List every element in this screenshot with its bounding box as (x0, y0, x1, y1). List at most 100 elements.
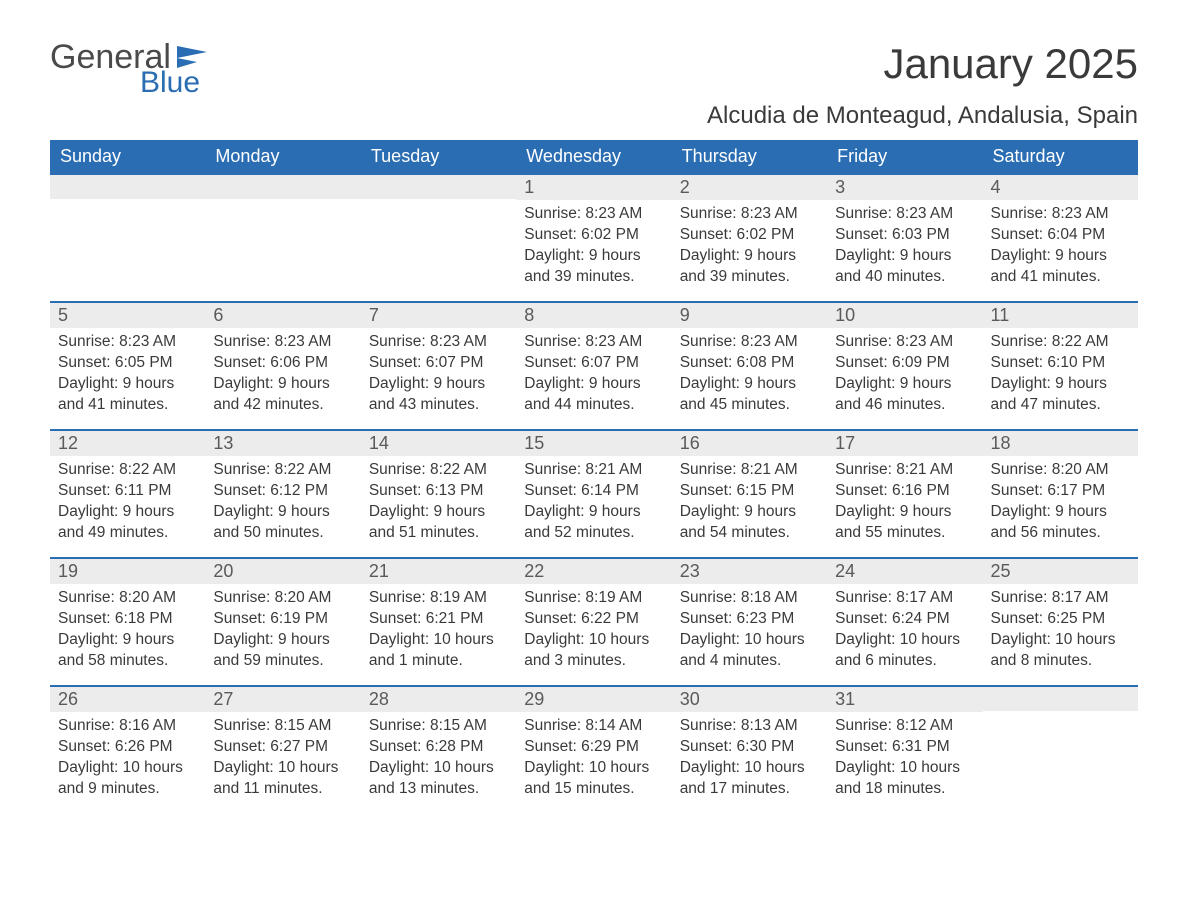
day-content: Sunrise: 8:23 AMSunset: 6:02 PMDaylight:… (516, 200, 671, 298)
calendar-cell: 28Sunrise: 8:15 AMSunset: 6:28 PMDayligh… (361, 686, 516, 814)
daylight-text: Daylight: 10 hours and 18 minutes. (835, 758, 974, 800)
calendar-cell: 16Sunrise: 8:21 AMSunset: 6:15 PMDayligh… (672, 430, 827, 558)
day-header: Thursday (672, 140, 827, 174)
day-header-row: SundayMondayTuesdayWednesdayThursdayFrid… (50, 140, 1138, 174)
calendar-cell: 22Sunrise: 8:19 AMSunset: 6:22 PMDayligh… (516, 558, 671, 686)
daylight-text: Daylight: 10 hours and 3 minutes. (524, 630, 663, 672)
daylight-text: Daylight: 9 hours and 54 minutes. (680, 502, 819, 544)
day-content: Sunrise: 8:23 AMSunset: 6:04 PMDaylight:… (983, 200, 1138, 298)
day-number: 24 (827, 559, 982, 584)
calendar-cell: 6Sunrise: 8:23 AMSunset: 6:06 PMDaylight… (205, 302, 360, 430)
daylight-text: Daylight: 9 hours and 43 minutes. (369, 374, 508, 416)
page-title: January 2025 (883, 40, 1138, 88)
day-number: 19 (50, 559, 205, 584)
calendar-cell: 20Sunrise: 8:20 AMSunset: 6:19 PMDayligh… (205, 558, 360, 686)
daylight-text: Daylight: 10 hours and 13 minutes. (369, 758, 508, 800)
day-number: 16 (672, 431, 827, 456)
sunrise-text: Sunrise: 8:21 AM (524, 460, 663, 481)
sunset-text: Sunset: 6:26 PM (58, 737, 197, 758)
calendar-cell: 8Sunrise: 8:23 AMSunset: 6:07 PMDaylight… (516, 302, 671, 430)
day-number: 6 (205, 303, 360, 328)
day-content: Sunrise: 8:23 AMSunset: 6:07 PMDaylight:… (516, 328, 671, 426)
daylight-text: Daylight: 9 hours and 51 minutes. (369, 502, 508, 544)
sunset-text: Sunset: 6:22 PM (524, 609, 663, 630)
day-content: Sunrise: 8:22 AMSunset: 6:11 PMDaylight:… (50, 456, 205, 554)
day-number: 28 (361, 687, 516, 712)
day-number: 1 (516, 175, 671, 200)
calendar-cell: 21Sunrise: 8:19 AMSunset: 6:21 PMDayligh… (361, 558, 516, 686)
calendar-cell (50, 174, 205, 302)
sunrise-text: Sunrise: 8:21 AM (680, 460, 819, 481)
location-label: Alcudia de Monteagud, Andalusia, Spain (50, 102, 1138, 130)
daylight-text: Daylight: 9 hours and 50 minutes. (213, 502, 352, 544)
sunrise-text: Sunrise: 8:16 AM (58, 716, 197, 737)
sunrise-text: Sunrise: 8:13 AM (680, 716, 819, 737)
day-number: 14 (361, 431, 516, 456)
sunset-text: Sunset: 6:02 PM (680, 225, 819, 246)
day-content: Sunrise: 8:23 AMSunset: 6:09 PMDaylight:… (827, 328, 982, 426)
logo-word-blue: Blue (140, 68, 207, 98)
calendar-cell: 19Sunrise: 8:20 AMSunset: 6:18 PMDayligh… (50, 558, 205, 686)
sunset-text: Sunset: 6:18 PM (58, 609, 197, 630)
day-content: Sunrise: 8:23 AMSunset: 6:06 PMDaylight:… (205, 328, 360, 426)
day-number: 2 (672, 175, 827, 200)
day-content: Sunrise: 8:21 AMSunset: 6:16 PMDaylight:… (827, 456, 982, 554)
day-number: 26 (50, 687, 205, 712)
sunrise-text: Sunrise: 8:22 AM (58, 460, 197, 481)
daylight-text: Daylight: 9 hours and 44 minutes. (524, 374, 663, 416)
day-content: Sunrise: 8:21 AMSunset: 6:15 PMDaylight:… (672, 456, 827, 554)
calendar-cell: 31Sunrise: 8:12 AMSunset: 6:31 PMDayligh… (827, 686, 982, 814)
day-header: Friday (827, 140, 982, 174)
day-content: Sunrise: 8:15 AMSunset: 6:27 PMDaylight:… (205, 712, 360, 810)
calendar-cell: 25Sunrise: 8:17 AMSunset: 6:25 PMDayligh… (983, 558, 1138, 686)
calendar-week: 5Sunrise: 8:23 AMSunset: 6:05 PMDaylight… (50, 302, 1138, 430)
sunset-text: Sunset: 6:08 PM (680, 353, 819, 374)
sunrise-text: Sunrise: 8:23 AM (213, 332, 352, 353)
sunrise-text: Sunrise: 8:23 AM (835, 204, 974, 225)
sunset-text: Sunset: 6:31 PM (835, 737, 974, 758)
day-content: Sunrise: 8:23 AMSunset: 6:05 PMDaylight:… (50, 328, 205, 426)
daylight-text: Daylight: 9 hours and 52 minutes. (524, 502, 663, 544)
sunset-text: Sunset: 6:21 PM (369, 609, 508, 630)
day-content: Sunrise: 8:22 AMSunset: 6:13 PMDaylight:… (361, 456, 516, 554)
calendar-cell: 4Sunrise: 8:23 AMSunset: 6:04 PMDaylight… (983, 174, 1138, 302)
empty-day (205, 175, 360, 199)
day-content: Sunrise: 8:14 AMSunset: 6:29 PMDaylight:… (516, 712, 671, 810)
day-content: Sunrise: 8:23 AMSunset: 6:07 PMDaylight:… (361, 328, 516, 426)
sunrise-text: Sunrise: 8:20 AM (58, 588, 197, 609)
day-content: Sunrise: 8:22 AMSunset: 6:12 PMDaylight:… (205, 456, 360, 554)
day-number: 20 (205, 559, 360, 584)
sunset-text: Sunset: 6:14 PM (524, 481, 663, 502)
calendar-cell: 24Sunrise: 8:17 AMSunset: 6:24 PMDayligh… (827, 558, 982, 686)
empty-day (50, 175, 205, 199)
day-header: Saturday (983, 140, 1138, 174)
day-number: 10 (827, 303, 982, 328)
sunset-text: Sunset: 6:25 PM (991, 609, 1130, 630)
day-number: 12 (50, 431, 205, 456)
sunrise-text: Sunrise: 8:23 AM (369, 332, 508, 353)
day-content: Sunrise: 8:18 AMSunset: 6:23 PMDaylight:… (672, 584, 827, 682)
day-content: Sunrise: 8:20 AMSunset: 6:19 PMDaylight:… (205, 584, 360, 682)
calendar-cell: 14Sunrise: 8:22 AMSunset: 6:13 PMDayligh… (361, 430, 516, 558)
daylight-text: Daylight: 9 hours and 41 minutes. (58, 374, 197, 416)
sunrise-text: Sunrise: 8:14 AM (524, 716, 663, 737)
sunset-text: Sunset: 6:03 PM (835, 225, 974, 246)
calendar-cell: 26Sunrise: 8:16 AMSunset: 6:26 PMDayligh… (50, 686, 205, 814)
daylight-text: Daylight: 10 hours and 9 minutes. (58, 758, 197, 800)
daylight-text: Daylight: 9 hours and 49 minutes. (58, 502, 197, 544)
day-header: Tuesday (361, 140, 516, 174)
day-number: 8 (516, 303, 671, 328)
day-content: Sunrise: 8:21 AMSunset: 6:14 PMDaylight:… (516, 456, 671, 554)
calendar-week: 12Sunrise: 8:22 AMSunset: 6:11 PMDayligh… (50, 430, 1138, 558)
brand-logo: General Blue (50, 40, 207, 98)
day-content: Sunrise: 8:20 AMSunset: 6:18 PMDaylight:… (50, 584, 205, 682)
day-number: 25 (983, 559, 1138, 584)
day-content: Sunrise: 8:16 AMSunset: 6:26 PMDaylight:… (50, 712, 205, 810)
sunrise-text: Sunrise: 8:23 AM (991, 204, 1130, 225)
sunrise-text: Sunrise: 8:22 AM (369, 460, 508, 481)
calendar-cell: 10Sunrise: 8:23 AMSunset: 6:09 PMDayligh… (827, 302, 982, 430)
calendar-week: 1Sunrise: 8:23 AMSunset: 6:02 PMDaylight… (50, 174, 1138, 302)
sunset-text: Sunset: 6:06 PM (213, 353, 352, 374)
day-number: 3 (827, 175, 982, 200)
daylight-text: Daylight: 10 hours and 8 minutes. (991, 630, 1130, 672)
